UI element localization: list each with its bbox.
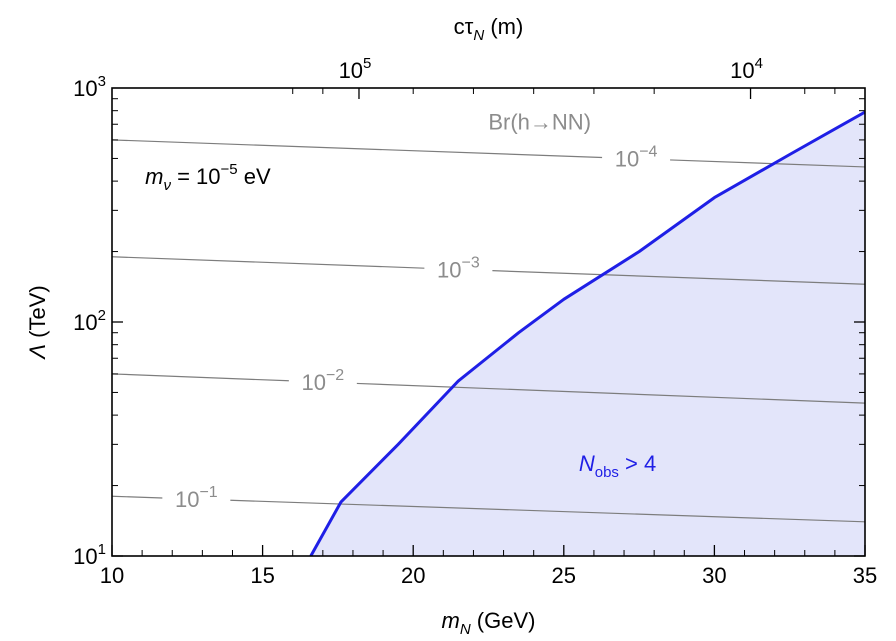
contour-family-title: Br(h→NN) (488, 109, 591, 134)
boundary-curve-0 (309, 110, 865, 556)
y-axis-title: Λ (TeV) (25, 285, 50, 360)
contour-line-3-left (112, 495, 163, 499)
x-tick-label-30: 30 (702, 563, 726, 588)
x-tick-label-10: 10 (100, 563, 124, 588)
x-tick-label-20: 20 (401, 563, 425, 588)
contour-line-0-left (112, 139, 603, 159)
contour-line-2-right (356, 382, 865, 404)
contour-label-2: 10−2 (301, 367, 344, 395)
contour-label-3: 10−1 (175, 484, 218, 512)
top-tick-label-1: 104 (730, 55, 763, 83)
x-tick-label-35: 35 (853, 563, 877, 588)
x-tick-label-25: 25 (552, 563, 576, 588)
excluded-region-0 (310, 112, 865, 556)
contour-line-1-right (492, 270, 865, 285)
top-axis-title: cτN (m) (454, 14, 524, 44)
x-axis-title: mN (GeV) (442, 608, 536, 638)
contour-label-layer: 10−4 10−3 10−2 10−1 Br(h→NN) (175, 109, 658, 512)
y-tick-label-0: 101 (73, 541, 106, 569)
y-tick-label-2: 103 (73, 73, 106, 101)
region-annotation: Nobs > 4 (579, 451, 656, 481)
contour-line-2-left (112, 373, 289, 382)
y-tick-label-1: 102 (73, 307, 106, 335)
contour-line-3-right (230, 499, 865, 523)
label-layer: 10 15 20 25 30 35 101 102 103 105 104 mN (GeV) Λ (Te… (25, 14, 877, 638)
x-tick-label-15: 15 (250, 563, 274, 588)
contour-layer (112, 139, 865, 523)
contour-line-0-right (670, 159, 865, 168)
neutrino-mass-annotation: mν = 10−5 eV (145, 161, 271, 194)
contour-label-1: 10−3 (437, 254, 480, 282)
tick-layer (111, 88, 866, 557)
excluded-region-layer (310, 112, 865, 556)
top-tick-label-0: 105 (339, 55, 372, 83)
contour-line-1-left (112, 256, 425, 269)
contour-label-0: 10−4 (615, 144, 658, 172)
curve-layer (309, 110, 865, 556)
